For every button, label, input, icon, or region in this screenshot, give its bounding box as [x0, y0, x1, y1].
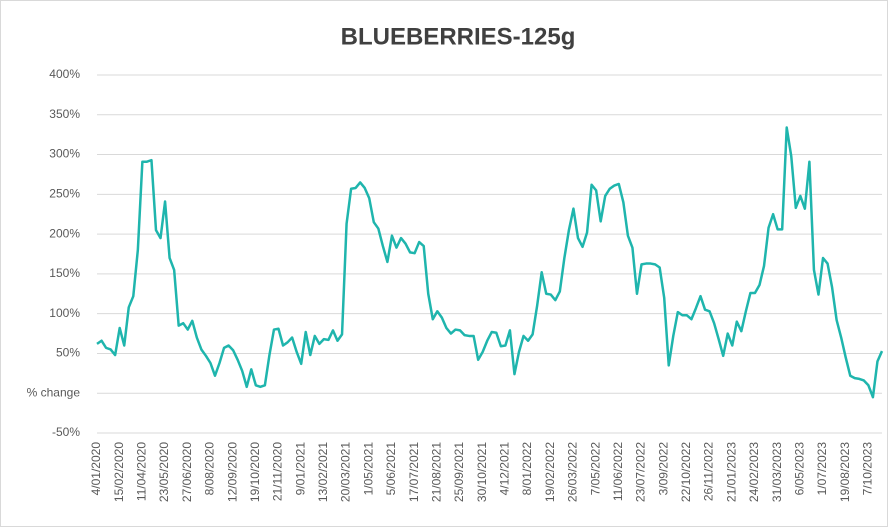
x-tick-label: 7/05/2022: [588, 442, 602, 496]
x-tick-label: 23/07/2022: [634, 442, 648, 502]
x-tick-label: 21/11/2020: [271, 442, 285, 501]
x-tick-label: 22/10/2022: [679, 442, 693, 502]
y-tick-label: 400%: [49, 67, 80, 81]
x-tick-label: 1/05/2021: [361, 442, 375, 496]
x-tick-label: 11/04/2020: [135, 442, 149, 501]
x-tick-label: 19/10/2020: [248, 442, 262, 502]
x-tick-label: 26/03/2022: [566, 442, 580, 502]
y-tick-label: 50%: [56, 346, 80, 360]
x-tick-label: 5/06/2021: [384, 442, 398, 496]
x-tick-label: 13/02/2021: [316, 442, 330, 502]
x-tick-label: 4/01/2020: [89, 442, 103, 496]
x-tick-label: 25/09/2021: [452, 442, 466, 502]
data-line: [96, 126, 884, 399]
x-tick-label: 26/11/2022: [702, 442, 716, 501]
x-tick-label: 4/12/2021: [498, 442, 512, 496]
x-tick-label: 3/09/2022: [656, 442, 670, 496]
x-tick-label: 23/05/2020: [157, 442, 171, 502]
x-tick-label: 17/07/2021: [407, 442, 421, 502]
x-tick-label: 20/03/2021: [339, 442, 353, 502]
x-tick-label: 27/06/2020: [180, 442, 194, 502]
x-tick-label: 30/10/2021: [475, 442, 489, 502]
x-tick-label: 8/01/2022: [520, 442, 534, 496]
y-tick-label: 250%: [49, 187, 80, 201]
x-tick-label: 19/02/2022: [543, 442, 557, 502]
y-tick-label: 350%: [49, 107, 80, 121]
y-tick-label: 200%: [49, 226, 80, 240]
x-tick-label: 6/05/2023: [792, 442, 806, 496]
x-tick-label: 21/01/2023: [724, 442, 738, 502]
x-tick-label: 15/02/2020: [112, 442, 126, 502]
x-tick-label: 12/09/2020: [225, 442, 239, 502]
x-tick-label: 24/02/2023: [747, 442, 761, 502]
x-tick-label: 1/07/2023: [815, 442, 829, 496]
x-tick-label: 11/06/2022: [611, 442, 625, 501]
x-tick-label: 19/08/2023: [838, 442, 852, 502]
y-tick-label: 100%: [49, 306, 80, 320]
x-tick-label: 9/01/2021: [293, 442, 307, 496]
chart-title: BLUEBERRIES-125g: [341, 23, 576, 50]
x-tick-label: 8/08/2020: [203, 442, 217, 496]
y-tick-label: 300%: [49, 147, 80, 161]
y-tick-label: 150%: [49, 266, 80, 280]
x-tick-label: 7/10/2023: [861, 442, 875, 496]
y-tick-label: % change: [27, 385, 81, 399]
x-tick-label: 21/08/2021: [429, 442, 443, 502]
y-tick-label: -50%: [52, 425, 80, 439]
x-tick-label: 31/03/2023: [770, 442, 784, 502]
